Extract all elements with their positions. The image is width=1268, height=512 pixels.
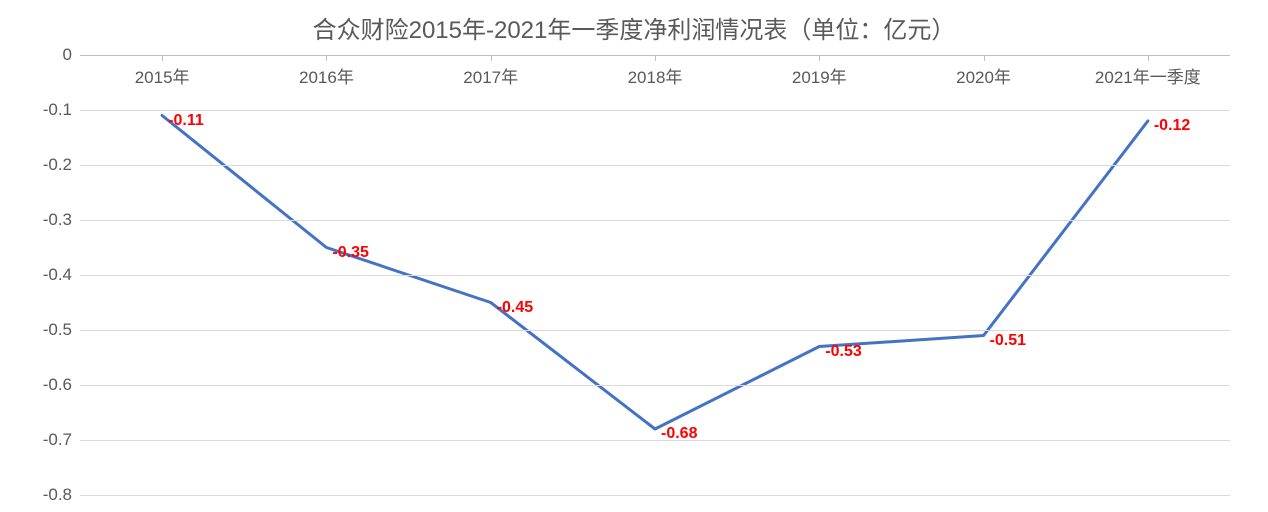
x-tick-mark — [819, 55, 820, 61]
y-gridline — [80, 165, 1230, 166]
x-tick-mark — [984, 55, 985, 61]
x-tick-mark — [326, 55, 327, 61]
chart-title: 合众财险2015年-2021年一季度净利润情况表（单位：亿元） — [0, 0, 1268, 45]
x-tick-label: 2020年 — [956, 63, 1011, 88]
y-gridline — [80, 385, 1230, 386]
x-tick-label: 2018年 — [628, 63, 683, 88]
y-gridline — [80, 275, 1230, 276]
x-tick-mark — [162, 55, 163, 61]
y-tick-label: -0.1 — [43, 100, 72, 120]
plot-area: 0-0.1-0.2-0.3-0.4-0.5-0.6-0.7-0.82015年20… — [80, 55, 1230, 495]
x-tick-label: 2017年 — [463, 63, 518, 88]
data-label: -0.11 — [168, 112, 204, 130]
x-tick-label: 2015年 — [135, 63, 190, 88]
data-label: -0.51 — [990, 332, 1026, 350]
y-gridline — [80, 220, 1230, 221]
y-tick-label: -0.5 — [43, 320, 72, 340]
x-tick-label: 2019年 — [792, 63, 847, 88]
y-tick-label: -0.4 — [43, 265, 72, 285]
data-label: -0.53 — [825, 343, 861, 361]
y-tick-label: -0.6 — [43, 375, 72, 395]
x-tick-label: 2016年 — [299, 63, 354, 88]
data-label: -0.12 — [1154, 117, 1190, 135]
y-tick-label: -0.8 — [43, 485, 72, 505]
y-tick-label: -0.2 — [43, 155, 72, 175]
x-tick-label: 2021年一季度 — [1095, 63, 1201, 88]
data-label: -0.68 — [661, 425, 697, 443]
x-tick-mark — [1148, 55, 1149, 61]
y-tick-label: -0.3 — [43, 210, 72, 230]
x-tick-mark — [655, 55, 656, 61]
line-series-path — [162, 116, 1148, 430]
chart-container: 合众财险2015年-2021年一季度净利润情况表（单位：亿元） 0-0.1-0.… — [0, 0, 1268, 512]
y-gridline — [80, 440, 1230, 441]
y-tick-label: -0.7 — [43, 430, 72, 450]
y-gridline — [80, 495, 1230, 496]
y-gridline — [80, 330, 1230, 331]
x-tick-mark — [491, 55, 492, 61]
y-gridline — [80, 110, 1230, 111]
data-label: -0.35 — [332, 244, 368, 262]
y-tick-label: 0 — [63, 45, 72, 65]
data-label: -0.45 — [497, 299, 533, 317]
